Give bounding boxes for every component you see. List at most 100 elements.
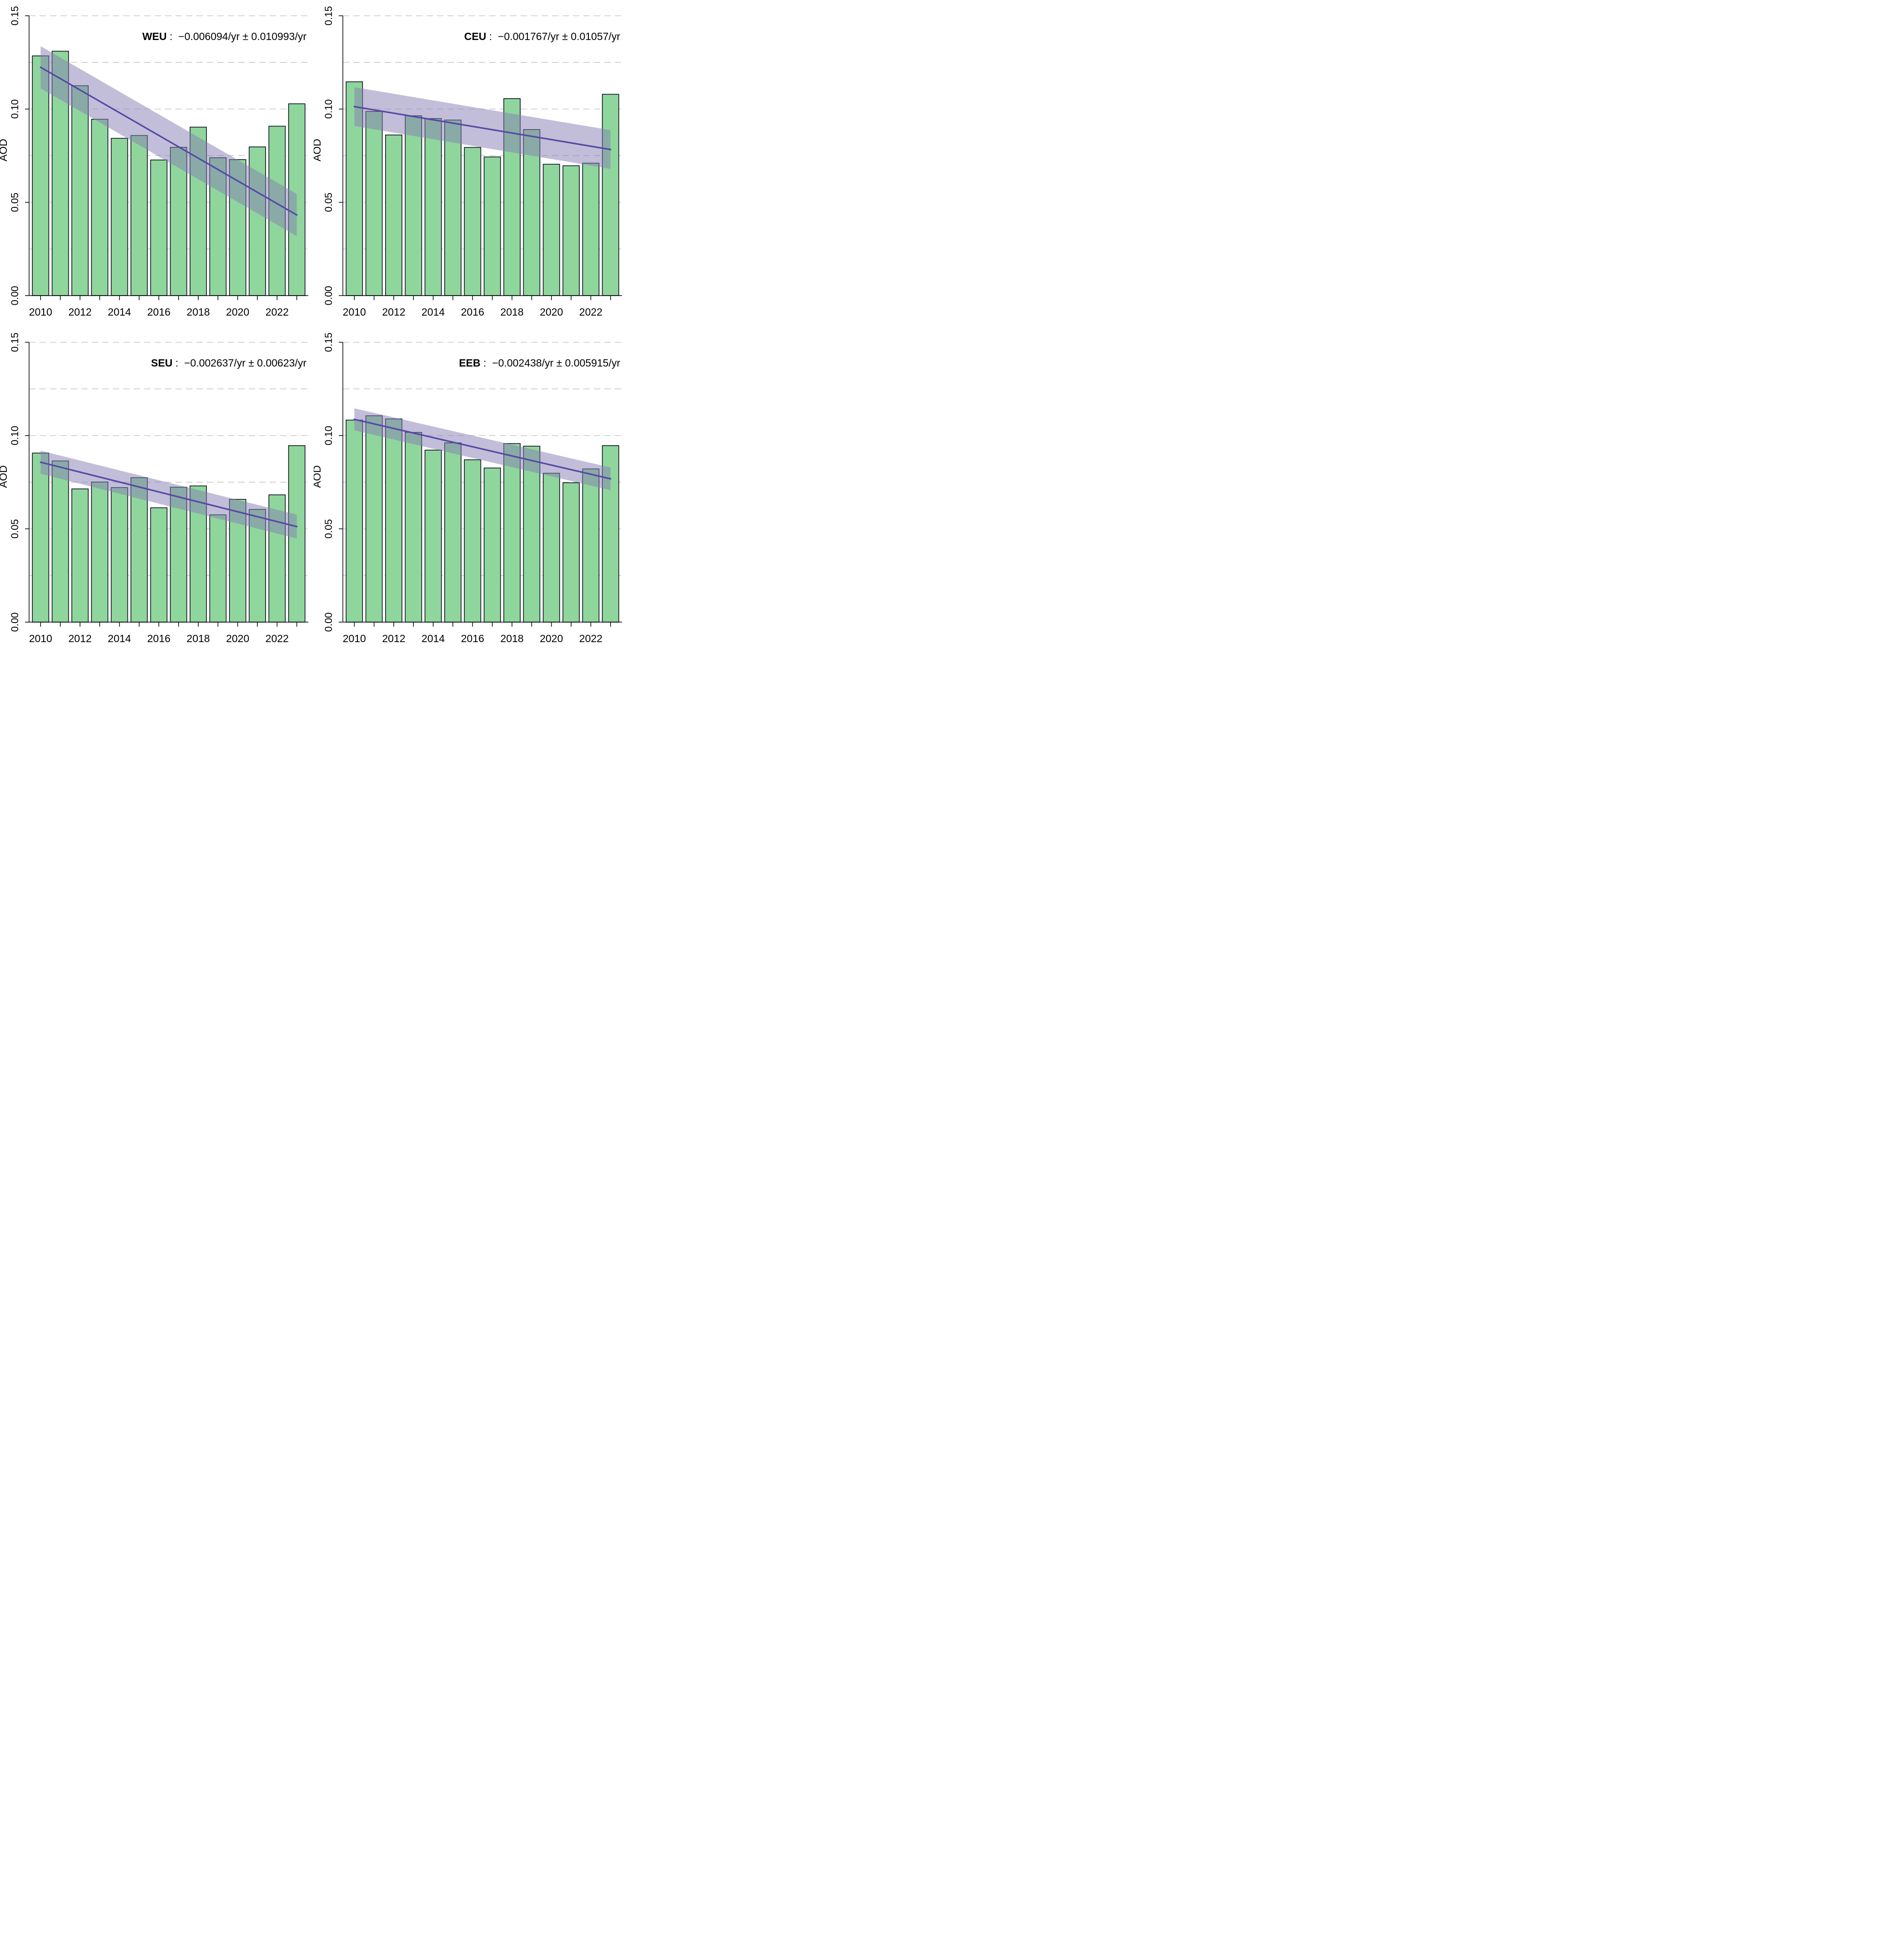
bar-2018 bbox=[503, 443, 521, 623]
x-tick-label: 2010 bbox=[343, 633, 366, 644]
x-tick-label: 2022 bbox=[266, 306, 289, 318]
bar-2016 bbox=[150, 159, 168, 296]
bar-2017 bbox=[483, 467, 501, 623]
x-tick-label: 2018 bbox=[186, 633, 210, 644]
x-tick-label: 2016 bbox=[147, 633, 171, 644]
axes: 0.00 0.05 0.10 0.15 2010 2012 2014 2016 2018 2020… bbox=[323, 332, 622, 644]
y-axis-title: AOD bbox=[314, 465, 323, 488]
bar-2014 bbox=[110, 487, 128, 623]
y-tick-label: 0.05 bbox=[9, 519, 20, 538]
bar-2012 bbox=[385, 134, 402, 296]
bar-2012 bbox=[71, 488, 89, 623]
bar-2010 bbox=[346, 419, 363, 623]
y-tick-label: 0.15 bbox=[323, 332, 334, 352]
x-tick-label: 2012 bbox=[68, 306, 91, 318]
panel-ceu: 0.00 0.05 0.10 0.15 2010 2012 2014 2016 2018 2020… bbox=[314, 0, 627, 327]
y-tick-label: 0.10 bbox=[9, 426, 20, 445]
axes: 0.00 0.05 0.10 0.15 2010 2012 2014 2016 2018 2020… bbox=[9, 332, 308, 644]
x-tick-label: 2020 bbox=[226, 306, 249, 318]
bar-2023 bbox=[602, 94, 619, 296]
bar-2016 bbox=[150, 507, 168, 623]
bar-2022 bbox=[582, 468, 600, 623]
bar-2014 bbox=[110, 138, 128, 296]
bar-2019 bbox=[523, 446, 541, 623]
bar-2019 bbox=[209, 514, 227, 623]
y-tick-label: 0.00 bbox=[9, 286, 20, 306]
panel-title-stats: : −0.001767/yr ± 0.01057/yr bbox=[486, 30, 620, 42]
panel-title: EEB : −0.002438/yr ± 0.005915/yr bbox=[459, 357, 620, 369]
x-tick-label: 2012 bbox=[382, 633, 405, 644]
y-tick-label: 0.05 bbox=[323, 519, 334, 538]
x-tick-label: 2016 bbox=[461, 633, 484, 644]
y-tick-label: 0.15 bbox=[9, 6, 20, 25]
x-tick-label: 2018 bbox=[186, 306, 210, 318]
axes: 0.00 0.05 0.10 0.15 2010 2012 2014 2016 2018 2020… bbox=[9, 6, 308, 318]
panel-seu: 0.00 0.05 0.10 0.15 2010 2012 2014 2016 2018 2020… bbox=[0, 327, 314, 653]
x-tick-label: 2010 bbox=[29, 633, 52, 644]
x-tick-label: 2020 bbox=[540, 633, 563, 644]
x-tick-label: 2022 bbox=[579, 633, 602, 644]
bar-2013 bbox=[91, 482, 109, 623]
bar-2016 bbox=[464, 459, 482, 623]
chart-weu-canvas: 0.00 0.05 0.10 0.15 2010 2012 2014 2016 2018 2020… bbox=[0, 6, 308, 318]
panel-title-stats: : −0.002637/yr ± 0.00623/yr bbox=[172, 357, 306, 369]
bar-2014 bbox=[424, 449, 442, 623]
y-tick-label: 0.10 bbox=[9, 99, 20, 119]
y-axis-title: AOD bbox=[0, 139, 9, 161]
y-tick-label: 0.15 bbox=[323, 6, 334, 25]
bar-2012 bbox=[385, 418, 402, 623]
bars bbox=[346, 81, 619, 296]
y-axis-title: AOD bbox=[314, 139, 323, 161]
bar-2017 bbox=[483, 156, 501, 296]
bar-2015 bbox=[444, 120, 462, 296]
bar-2014 bbox=[424, 118, 442, 296]
trend-line bbox=[353, 106, 612, 151]
y-tick-label: 0.10 bbox=[323, 426, 334, 445]
bar-2021 bbox=[562, 165, 580, 296]
x-tick-label: 2020 bbox=[226, 633, 249, 644]
panel-weu: 0.00 0.05 0.10 0.15 2010 2012 2014 2016 2018 2020… bbox=[0, 0, 314, 327]
bar-2013 bbox=[91, 119, 109, 296]
bar-2013 bbox=[405, 432, 422, 623]
bar-2015 bbox=[130, 477, 148, 623]
x-tick-label: 2020 bbox=[540, 306, 563, 318]
panel-title-region: WEU bbox=[142, 30, 167, 42]
bar-2016 bbox=[464, 147, 482, 296]
x-tick-label: 2016 bbox=[461, 306, 484, 318]
trend-line bbox=[40, 461, 298, 528]
y-axis-title: AOD bbox=[0, 465, 9, 488]
x-tick-label: 2014 bbox=[108, 306, 131, 318]
bar-2020 bbox=[542, 164, 560, 296]
bar-2013 bbox=[405, 115, 422, 296]
trend-line bbox=[40, 66, 298, 216]
x-tick-label: 2010 bbox=[343, 306, 366, 318]
panel-title-region: SEU bbox=[151, 357, 172, 369]
panel-title: SEU : −0.002637/yr ± 0.00623/yr bbox=[151, 357, 306, 369]
panel-title-stats: : −0.002438/yr ± 0.005915/yr bbox=[481, 357, 621, 369]
panel-title: CEU : −0.001767/yr ± 0.01057/yr bbox=[464, 30, 620, 42]
figure-grid: 0.00 0.05 0.10 0.15 2010 2012 2014 2016 2018 2020… bbox=[0, 0, 627, 653]
x-tick-label: 2014 bbox=[108, 633, 131, 644]
x-tick-label: 2018 bbox=[500, 306, 523, 318]
chart-eeb-canvas: 0.00 0.05 0.10 0.15 2010 2012 2014 2016 2018 2020… bbox=[314, 332, 622, 644]
bar-2020 bbox=[542, 472, 560, 623]
x-tick-label: 2018 bbox=[500, 633, 523, 644]
y-tick-label: 0.15 bbox=[9, 332, 20, 352]
x-tick-label: 2012 bbox=[382, 306, 405, 318]
x-tick-label: 2016 bbox=[147, 306, 171, 318]
trend-line bbox=[353, 418, 612, 480]
bar-2021 bbox=[562, 482, 580, 623]
x-tick-label: 2014 bbox=[422, 306, 445, 318]
bar-2010 bbox=[32, 55, 50, 296]
bar-2022 bbox=[582, 162, 600, 296]
y-tick-label: 0.00 bbox=[323, 286, 334, 306]
bar-2011 bbox=[365, 415, 383, 623]
y-tick-label: 0.00 bbox=[9, 613, 20, 632]
chart-seu-canvas: 0.00 0.05 0.10 0.15 2010 2012 2014 2016 2018 2020… bbox=[0, 332, 308, 644]
bar-2015 bbox=[130, 135, 148, 296]
bars bbox=[32, 445, 306, 623]
bars bbox=[346, 415, 619, 623]
x-tick-label: 2012 bbox=[68, 633, 91, 644]
panel-title-stats: : −0.006094/yr ± 0.010993/yr bbox=[167, 30, 307, 42]
bar-2017 bbox=[170, 147, 187, 296]
